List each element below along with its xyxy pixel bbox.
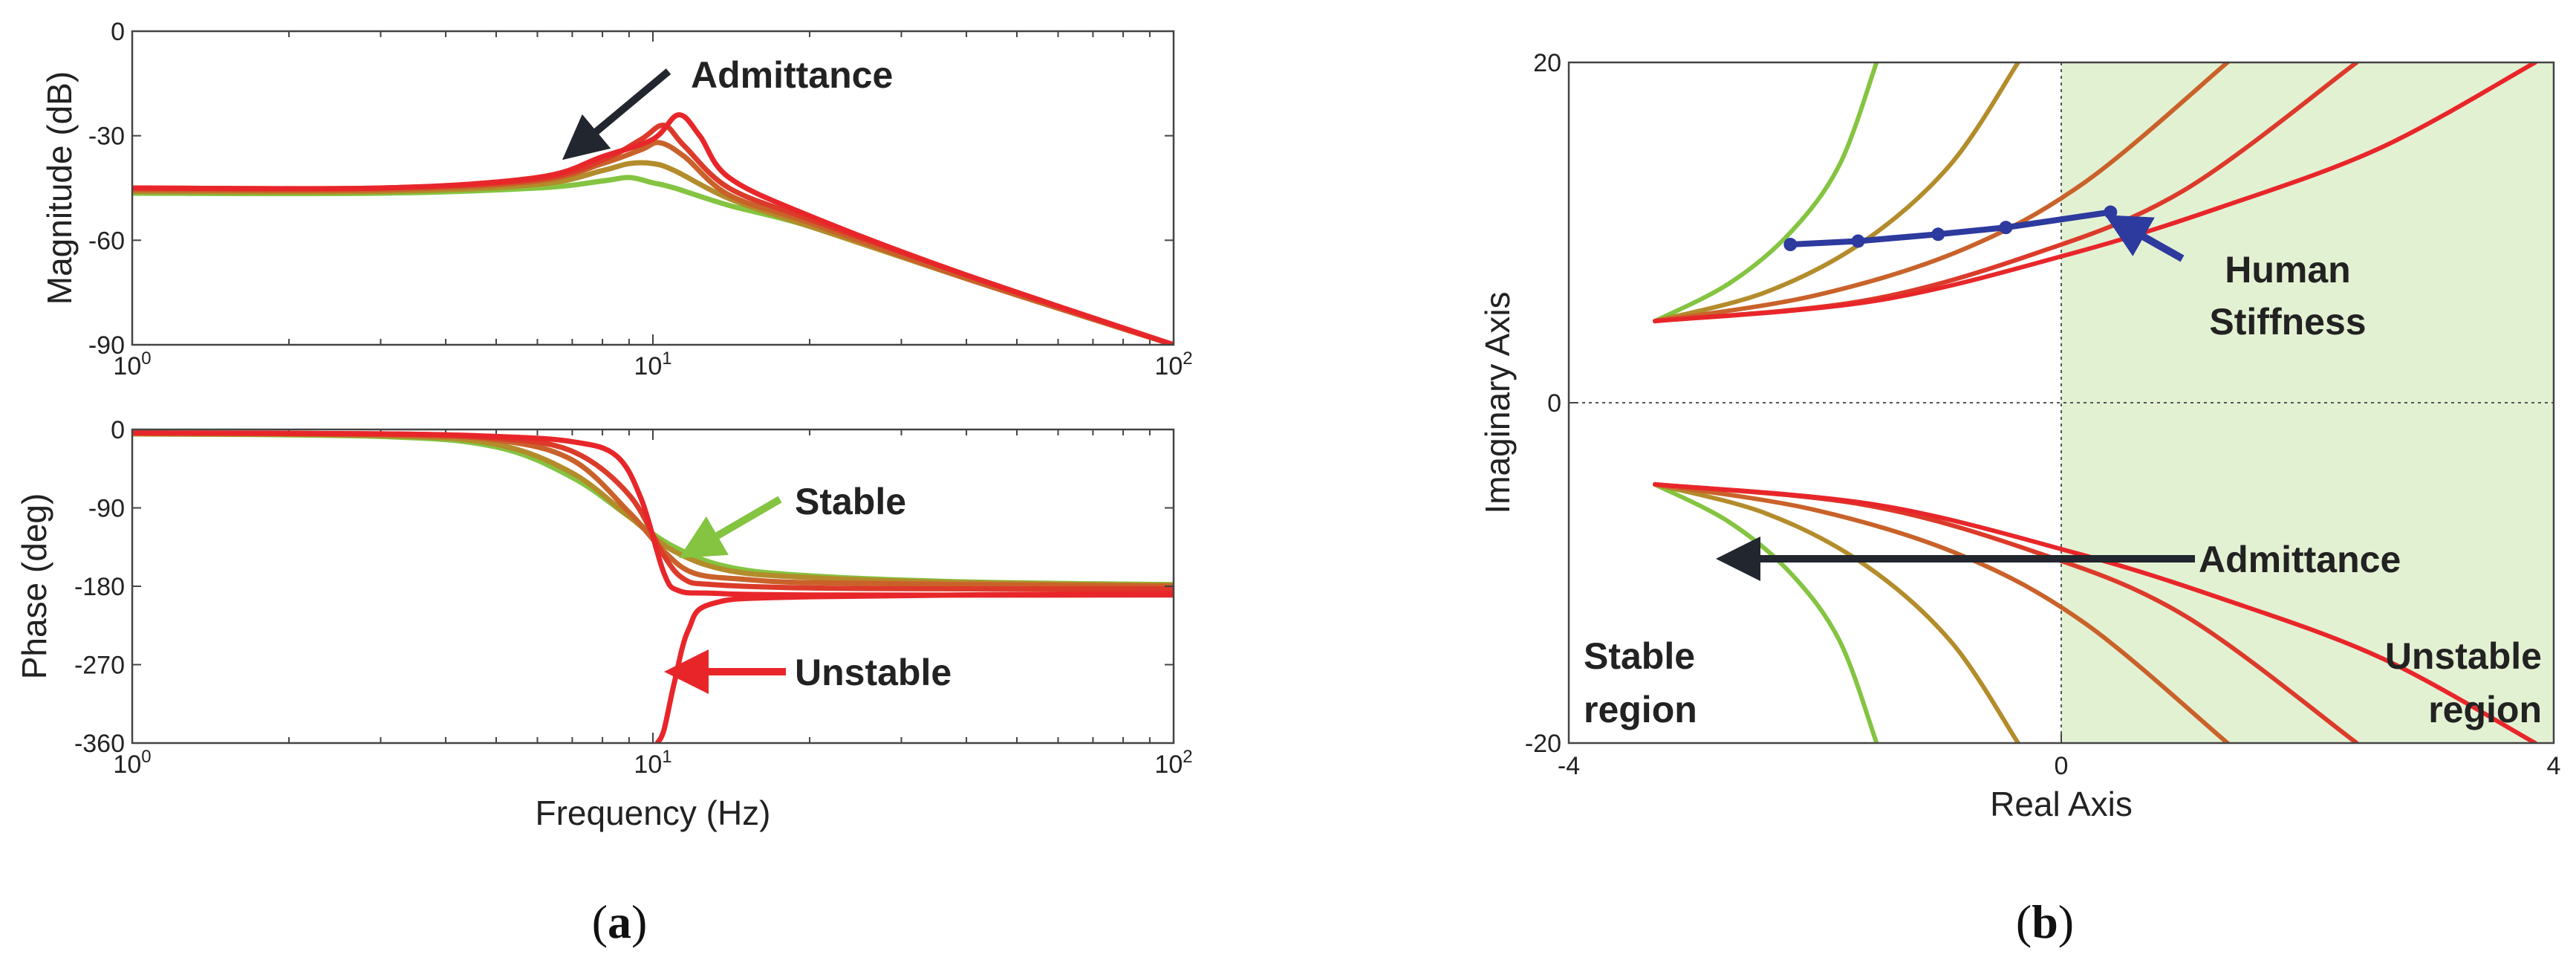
series-line-4: [132, 430, 1174, 592]
series-line-5: [132, 112, 1174, 345]
x-tick-label: 102: [1154, 747, 1192, 779]
panel-label-a: (a): [592, 895, 648, 948]
locus-lower-5: [1653, 482, 2538, 743]
panel-a-close: ): [631, 895, 647, 948]
y-tick-label: -90: [88, 331, 125, 360]
x-tick-label: 101: [634, 747, 671, 779]
magnitude-ylabel: Magnitude (dB): [40, 71, 79, 305]
human-label: Human: [2225, 249, 2350, 291]
stiffness-label: Stiffness: [2209, 301, 2366, 343]
series-line-4: [132, 123, 1174, 345]
panel-b-close: ): [2058, 895, 2074, 948]
series-line-5: [132, 430, 1174, 598]
y-tick-label: 0: [111, 18, 125, 46]
series-line-1: [132, 431, 1174, 588]
y-tick-label: 20: [1533, 49, 1561, 77]
y-tick-label: -60: [88, 227, 125, 255]
y-tick-label: -90: [88, 495, 125, 523]
human-stiffness-point: [1783, 238, 1798, 252]
human-stiffness-point: [1931, 227, 1945, 241]
x-tick-label: -4: [1558, 752, 1580, 780]
x-tick-label: 100: [113, 348, 151, 380]
human-stiffness-arrow: [2104, 215, 2185, 262]
y-tick-label: 0: [111, 416, 125, 444]
locus-lower-2: [1653, 482, 2020, 743]
x-tick-label: 4: [2547, 752, 2561, 780]
locus-upper-3: [1653, 62, 2230, 324]
y-tick-label: -20: [1525, 730, 1561, 758]
admittance-label-rl: Admittance: [2199, 539, 2401, 580]
unstable-region-label-1: Unstable: [2385, 635, 2542, 677]
admittance-arrow-mag: [562, 68, 671, 160]
y-tick-label: -30: [88, 123, 125, 151]
y-tick-label: -270: [74, 652, 125, 680]
y-tick-label: -180: [74, 573, 125, 601]
panel-b-letter: b: [2032, 895, 2058, 948]
locus-lower-1: [1653, 482, 1879, 743]
human-stiffness-point: [1999, 221, 2013, 235]
stable-region-label-1: Stable: [1584, 635, 1695, 677]
admittance-label-mag: Admittance: [691, 54, 893, 96]
x-tick-label: 102: [1154, 348, 1192, 380]
frequency-xlabel: Frequency (Hz): [536, 794, 771, 832]
series-line-3: [132, 140, 1174, 345]
y-tick-label: -360: [74, 730, 125, 758]
human-stiffness-point: [1851, 234, 1865, 248]
real-axis-label: Real Axis: [1990, 785, 2133, 823]
phase-ylabel: Phase (deg): [15, 493, 53, 680]
stable-label: Stable: [795, 481, 906, 522]
magnitude-frame: [131, 30, 1175, 346]
series-line-1: [132, 175, 1174, 345]
series-line-2: [132, 431, 1174, 588]
panel-a-open: (: [592, 895, 608, 948]
x-tick-label: 0: [2055, 752, 2069, 780]
unstable-label: Unstable: [795, 652, 952, 693]
imaginary-axis-label: Imaginary Axis: [1478, 291, 1517, 513]
panel-b-open: (: [2016, 895, 2032, 948]
series-line-5-wrapped: [654, 590, 1174, 743]
locus-upper-1: [1653, 62, 1879, 324]
human-stiffness-point: [2104, 205, 2118, 219]
x-tick-label: 100: [113, 747, 151, 779]
root-locus-chart: 20 0 -20-4 0 4 Imaginary Axis Real Axis Huma…: [1478, 49, 2560, 823]
stable-arrow: [679, 496, 782, 559]
y-tick-label: 0: [1547, 389, 1561, 418]
x-tick-label: 101: [634, 348, 671, 380]
panel-a-letter: a: [608, 895, 631, 948]
panel-label-b: (b): [2016, 895, 2074, 948]
unstable-region-label-2: region: [2428, 689, 2542, 730]
stable-region-label-2: region: [1584, 689, 1697, 730]
series-line-3: [132, 430, 1174, 589]
